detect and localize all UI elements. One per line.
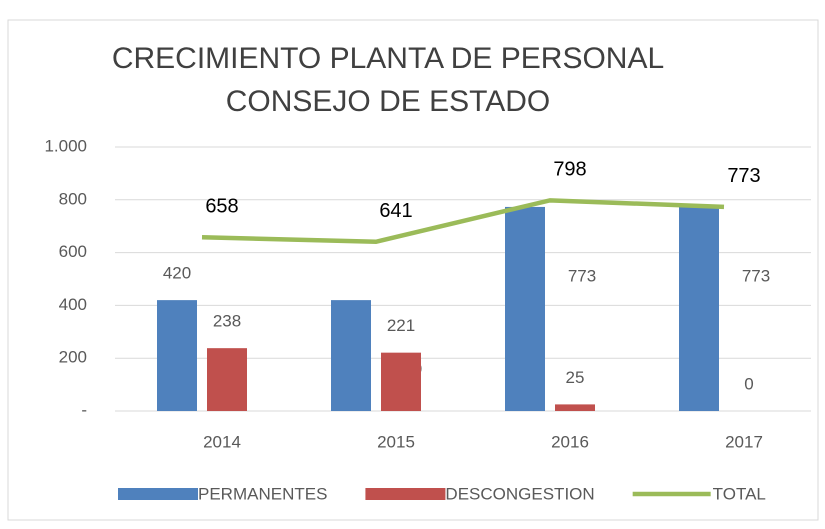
bar [207,348,247,411]
value-label: 641 [379,200,412,222]
value-label: 420 [163,264,191,283]
value-label: 0 [744,374,753,393]
value-label: 238 [213,312,241,331]
x-tick-label: 2016 [551,432,589,451]
value-label: 773 [568,266,596,285]
legend-label: TOTAL [713,484,766,503]
y-tick-label: 600 [59,242,87,261]
value-label: 25 [566,368,585,387]
x-tick-label: 2014 [203,432,241,451]
value-label: 221 [387,316,415,335]
value-label: 773 [742,266,770,285]
bar [381,352,421,411]
line [201,198,725,245]
bar [679,206,719,411]
chart-title: CRECIMIENTO PLANTA DE PERSONAL [112,42,664,75]
value-label: 773 [727,165,760,187]
bar [555,404,595,411]
value-label: 798 [553,159,586,181]
y-tick-label: 1.000 [44,136,87,155]
x-tick-label: 2017 [725,432,763,451]
legend-swatch [365,488,446,500]
y-tick-label: 400 [59,295,87,314]
x-tick-label: 2015 [377,432,415,451]
value-label: 658 [205,196,238,218]
bar [505,206,545,411]
legend-label: PERMANENTES [198,484,327,503]
chart-title: CONSEJO DE ESTADO [226,85,551,118]
y-tick-label: - [81,400,87,419]
y-tick-label: 200 [59,348,87,367]
legend-label: DESCONGESTION [445,484,594,503]
legend-swatch [118,488,198,500]
bar [331,300,371,411]
y-tick-label: 800 [59,189,87,208]
bar [157,300,197,411]
